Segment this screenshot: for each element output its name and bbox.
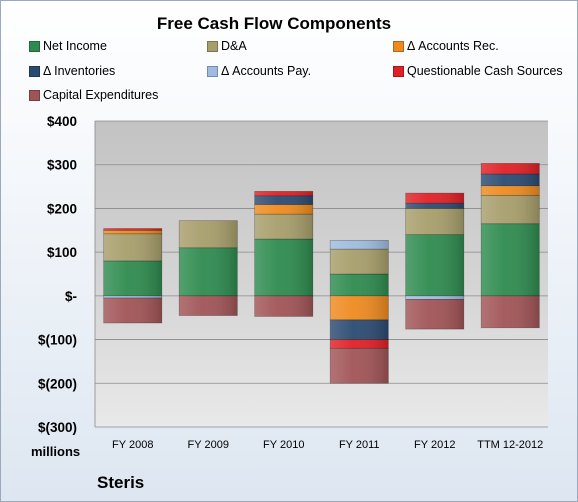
legend-label: D&A xyxy=(221,39,247,53)
x-tick-label: FY 2012 xyxy=(414,439,455,451)
bar-shine xyxy=(405,295,464,300)
bar-shine xyxy=(330,249,389,274)
bar-shine xyxy=(481,195,540,224)
bar-shine xyxy=(254,204,313,215)
legend-item-questionable-cash: Questionable Cash Sources xyxy=(393,64,563,78)
legend-item-da: D&A xyxy=(207,39,247,53)
bar-shine xyxy=(254,239,313,296)
bar-shine xyxy=(405,203,464,209)
legend-swatch xyxy=(207,40,218,52)
bar-shine xyxy=(179,247,238,296)
legend-swatch xyxy=(393,40,404,52)
bar-shine xyxy=(405,193,464,204)
bar-shine xyxy=(103,230,162,234)
plot-area xyxy=(95,121,548,427)
y-tick-label: $- xyxy=(65,289,77,304)
legend-swatch xyxy=(393,65,404,77)
y-tick-label: $300 xyxy=(47,158,77,173)
bar-shine xyxy=(330,319,389,340)
x-tick-label: FY 2011 xyxy=(339,439,380,451)
legend-item-inventories: Δ Inventories xyxy=(29,64,115,78)
x-tick-label: TTM 12-2012 xyxy=(477,439,543,451)
bar-shine xyxy=(481,173,540,186)
bar-shine xyxy=(330,240,389,250)
y-tick-label: $400 xyxy=(47,114,77,129)
bar-shine xyxy=(481,185,540,196)
bar-shine xyxy=(330,339,389,349)
bar-shine xyxy=(103,233,162,261)
y-tick-label: $100 xyxy=(47,245,77,260)
y-tick-label: $200 xyxy=(47,201,77,216)
bar-shine xyxy=(330,274,389,296)
bar-shine xyxy=(103,295,162,299)
legend-label: Δ Inventories xyxy=(43,64,116,78)
legend-swatch xyxy=(29,65,40,77)
bar-shine xyxy=(103,260,162,296)
y-tick-label: $(300) xyxy=(38,420,77,435)
x-tick-label: FY 2008 xyxy=(112,439,153,451)
bar-shine xyxy=(330,348,389,384)
bar-shine xyxy=(179,295,238,316)
legend-label: Capital Expenditures xyxy=(43,88,159,102)
bar-shine xyxy=(179,220,238,248)
bar-shine xyxy=(254,295,313,317)
bar-shine xyxy=(254,191,313,196)
bar-shine xyxy=(405,208,464,235)
legend-label: Questionable Cash Sources xyxy=(407,64,563,78)
bar-shine xyxy=(405,299,464,330)
legend-item-net-income: Net Income xyxy=(29,39,107,53)
x-tick-label: FY 2009 xyxy=(188,439,229,451)
y-tick-label: $(200) xyxy=(38,376,77,391)
bar-shine xyxy=(254,195,313,205)
legend-label: Net Income xyxy=(43,39,107,53)
legend-label: Δ Accounts Pay. xyxy=(221,64,312,78)
legend-item-capex: Capital Expenditures xyxy=(29,88,158,102)
legend-item-accounts-pay: Δ Accounts Pay. xyxy=(207,64,311,78)
legend-label: Δ Accounts Rec. xyxy=(407,39,499,53)
legend-swatch xyxy=(29,40,40,52)
company-label: Steris xyxy=(97,473,145,492)
y-tick-label: $(100) xyxy=(38,333,77,348)
bar-shine xyxy=(103,228,162,231)
legend-item-accounts-rec: Δ Accounts Rec. xyxy=(393,39,499,53)
bar-shine xyxy=(481,223,540,296)
chart-title: Free Cash Flow Components xyxy=(156,14,392,33)
units-label: millions xyxy=(31,444,81,459)
legend-swatch xyxy=(207,65,218,77)
legend-swatch xyxy=(29,89,40,101)
x-tick-label: FY 2010 xyxy=(263,439,304,451)
bar-shine xyxy=(103,298,162,323)
bar-shine xyxy=(405,234,464,296)
bar-shine xyxy=(481,163,540,174)
bar-shine xyxy=(481,295,540,328)
bar-shine xyxy=(254,214,313,240)
bar-shine xyxy=(330,295,389,320)
